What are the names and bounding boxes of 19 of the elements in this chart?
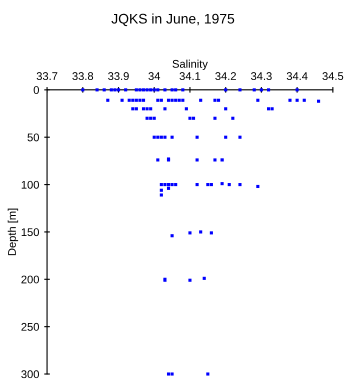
y-tick-label: 50 xyxy=(28,133,39,142)
x-tick-label: 34.1 xyxy=(180,72,200,80)
y-tick-label: 150 xyxy=(22,228,39,236)
y-axis-title: Depth [m] xyxy=(8,208,18,256)
y-tick-label: 300 xyxy=(21,370,39,378)
x-tick-label: 33.7 xyxy=(36,72,58,80)
y-tick-label: 100 xyxy=(22,180,39,189)
x-tick-label: 34.3 xyxy=(251,72,272,80)
x-tick-label: 34 xyxy=(148,72,160,80)
x-tick-label: 33.9 xyxy=(108,72,129,80)
chart-title: JQKS in June, 1975 xyxy=(111,13,234,26)
y-tick-label: 200 xyxy=(21,276,39,284)
x-tick-label: 34.2 xyxy=(215,72,236,80)
y-tick-label: 250 xyxy=(21,322,39,331)
x-axis-title: Salinity xyxy=(172,60,208,70)
y-tick-label: 0 xyxy=(34,86,39,94)
x-tick-label: 33.8 xyxy=(72,72,94,80)
x-tick-label: 34.4 xyxy=(286,72,308,80)
x-tick-label: 34.5 xyxy=(322,72,344,80)
